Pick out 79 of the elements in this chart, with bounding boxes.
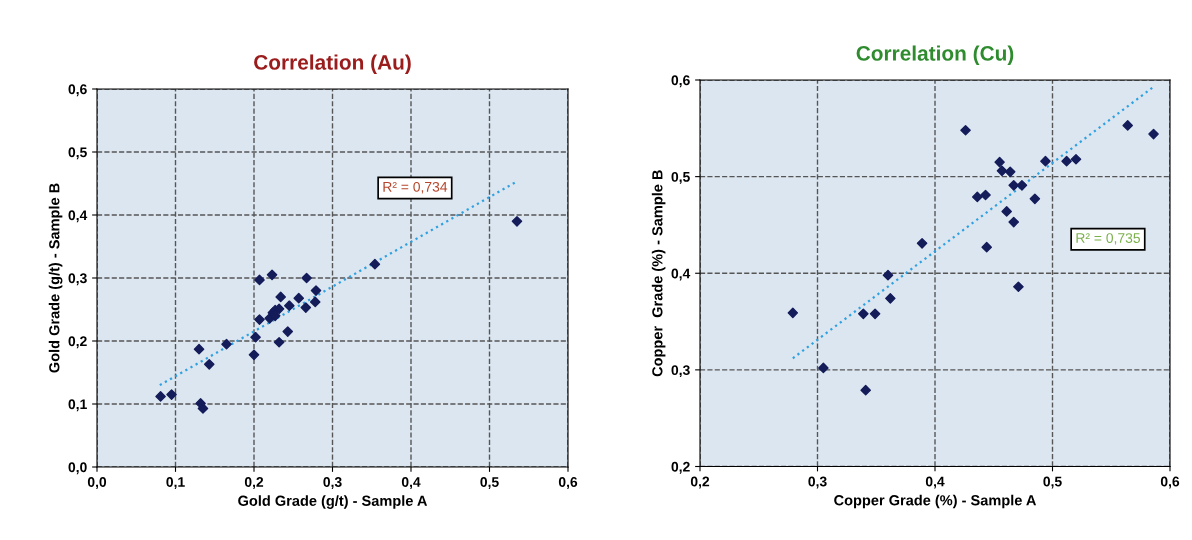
point xyxy=(284,300,295,312)
chart-title: Correlation (Au) xyxy=(254,54,411,74)
point xyxy=(971,191,983,203)
point xyxy=(1061,155,1072,167)
point xyxy=(254,274,265,286)
point xyxy=(1029,193,1041,205)
point xyxy=(1001,206,1012,217)
point xyxy=(1004,166,1016,178)
point xyxy=(511,215,523,227)
y-tick-label: 0,2 xyxy=(671,461,690,474)
point xyxy=(858,308,869,320)
x-axis-title: Gold Grade (g/t) - Sample A xyxy=(238,495,428,509)
y-tick-label: 0,4 xyxy=(68,210,88,223)
point xyxy=(960,124,971,136)
point xyxy=(266,269,278,281)
annotation: R² = 0,735 xyxy=(1076,233,1140,245)
point xyxy=(301,272,312,284)
point xyxy=(869,308,881,320)
y-tick-label: 0,1 xyxy=(68,399,87,412)
y-tick-label: 0,3 xyxy=(671,365,690,378)
y-tick-label: 0,0 xyxy=(68,462,87,475)
point xyxy=(1013,281,1024,293)
point xyxy=(1122,120,1134,131)
point xyxy=(155,391,166,402)
y-tick-label: 0,6 xyxy=(671,75,690,88)
point xyxy=(1016,180,1028,191)
point xyxy=(787,307,799,319)
y-tick-label: 0,2 xyxy=(68,336,87,349)
point xyxy=(309,296,321,308)
point xyxy=(1040,155,1051,167)
point xyxy=(882,269,894,281)
point xyxy=(1070,153,1082,165)
point xyxy=(1148,128,1159,140)
x-tick-label: 0,5 xyxy=(1043,476,1062,489)
y-tick-label: 0,4 xyxy=(671,268,691,281)
x-tick-label: 0,5 xyxy=(480,477,499,489)
point xyxy=(203,359,215,370)
x-axis-title: Copper Grade (%) - Sample A xyxy=(834,494,1037,509)
y-axis-title: Gold Grade (g/t) - Sample B xyxy=(48,183,63,373)
point xyxy=(273,336,285,348)
y-axis-title: Copper Grade (%) - Sample B xyxy=(651,170,666,377)
point xyxy=(197,403,209,414)
x-tick-label: 0,2 xyxy=(244,477,264,489)
point xyxy=(916,237,928,249)
y-tick-label: 0,6 xyxy=(68,84,87,97)
chart-title: Correlation (Cu) xyxy=(856,45,1014,65)
point xyxy=(981,241,993,253)
x-tick-label: 0,6 xyxy=(558,477,578,489)
point xyxy=(166,389,177,400)
point xyxy=(818,362,829,374)
point xyxy=(860,384,871,396)
x-tick-label: 0,4 xyxy=(401,477,421,489)
point xyxy=(996,165,1008,177)
point xyxy=(250,331,261,343)
point xyxy=(300,302,312,313)
x-tick-label: 0,0 xyxy=(87,477,107,489)
point xyxy=(980,189,991,201)
y-tick-label: 0,5 xyxy=(68,147,87,160)
point xyxy=(1008,216,1020,228)
point xyxy=(254,314,265,325)
point xyxy=(369,258,381,270)
point xyxy=(994,156,1005,168)
x-tick-label: 0,4 xyxy=(925,476,945,489)
x-tick-label: 0,1 xyxy=(166,477,185,489)
point xyxy=(275,291,286,303)
point xyxy=(282,326,294,337)
point xyxy=(885,293,896,304)
y-tick-label: 0,3 xyxy=(68,273,87,286)
point xyxy=(248,349,260,361)
point xyxy=(193,343,205,355)
x-tick-label: 0,6 xyxy=(1160,476,1180,489)
point xyxy=(221,338,232,350)
point xyxy=(310,285,322,296)
y-tick-label: 0,5 xyxy=(671,171,690,184)
x-tick-label: 0,3 xyxy=(323,477,342,489)
annotation: R² = 0,734 xyxy=(383,181,448,194)
x-tick-label: 0,3 xyxy=(808,476,827,489)
point xyxy=(293,292,305,304)
x-tick-label: 0,2 xyxy=(690,476,710,489)
